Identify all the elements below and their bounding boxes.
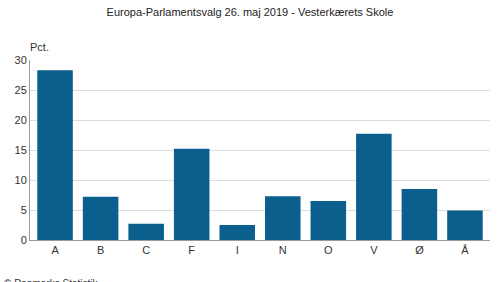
svg-text:O: O: [324, 244, 333, 256]
svg-text:C: C: [142, 244, 150, 256]
svg-text:Pct.: Pct.: [30, 41, 49, 53]
svg-text:V: V: [370, 244, 378, 256]
svg-text:15: 15: [15, 144, 27, 156]
svg-text:20: 20: [15, 114, 27, 126]
svg-text:© Danmarks Statistik: © Danmarks Statistik: [4, 278, 99, 282]
svg-text:0: 0: [21, 234, 27, 246]
svg-text:25: 25: [15, 84, 27, 96]
svg-text:F: F: [188, 244, 195, 256]
svg-text:B: B: [97, 244, 104, 256]
svg-text:Å: Å: [461, 244, 469, 256]
svg-text:5: 5: [21, 204, 27, 216]
svg-text:N: N: [279, 244, 287, 256]
svg-text:30: 30: [15, 54, 27, 66]
svg-text:I: I: [236, 244, 239, 256]
svg-text:Ø: Ø: [415, 244, 424, 256]
svg-text:Europa-Parlamentsvalg 26. maj: Europa-Parlamentsvalg 26. maj 2019 - Ves…: [107, 6, 394, 18]
svg-text:10: 10: [15, 174, 27, 186]
svg-text:A: A: [51, 244, 59, 256]
